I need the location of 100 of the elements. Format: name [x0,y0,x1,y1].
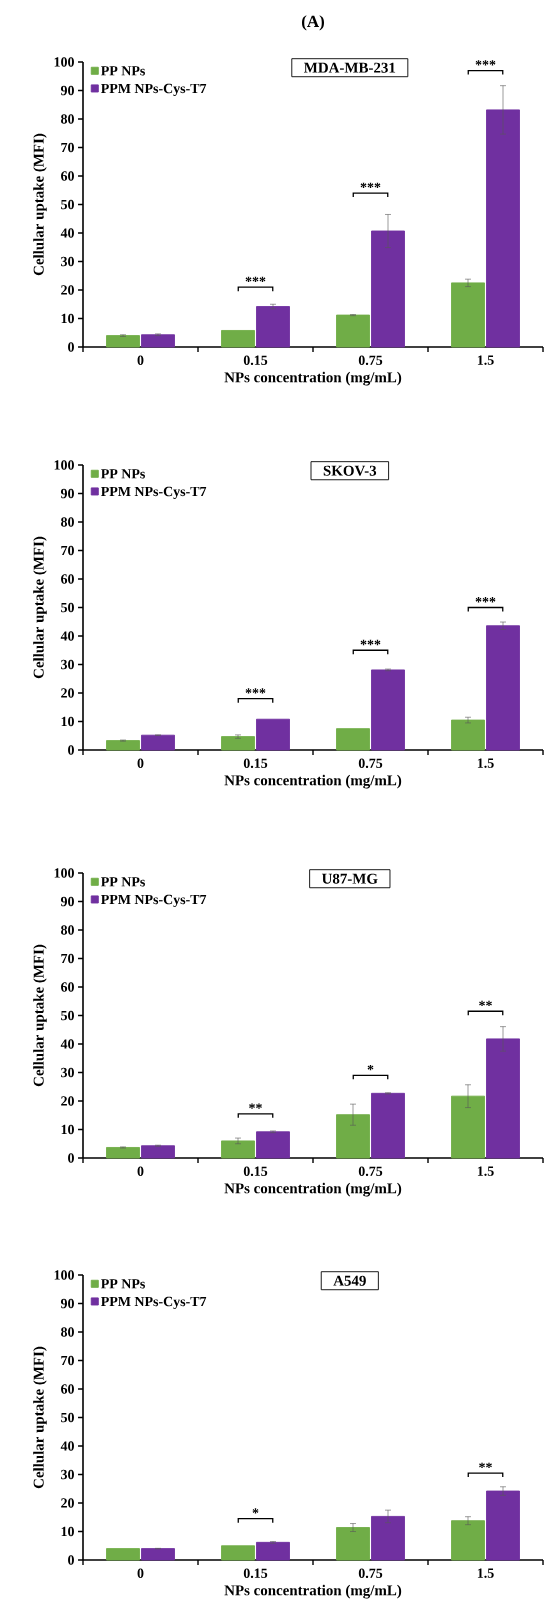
y-tick-label: 20 [61,688,74,698]
y-tick-label: 90 [60,85,74,96]
bar [141,1548,175,1561]
y-tick-label: 50 [61,199,74,210]
annotation: ** [479,1462,492,1468]
x-axis-title: NPs concentration (mg/mL) [224,371,402,386]
x-tick-label: 0.75 [358,1568,383,1578]
legend-label: PPM NPs-Cys-T7 [101,894,207,908]
y-axis-title: Cellular uptake (MFI) [33,944,47,1087]
bar [106,1548,140,1561]
y-tick-label: 50 [61,602,74,613]
annotation: * [252,1508,259,1514]
x-axis-title: NPs concentration (mg/mL) [224,774,402,789]
x-tick-label: 0.75 [358,758,383,768]
y-tick-label: 60 [61,171,74,181]
bar [221,736,255,751]
y-tick-label: 100 [54,460,74,470]
y-tick-label: 0 [68,342,74,352]
y-tick-label: 20 [61,1498,74,1508]
annotation: *** [475,597,496,603]
annotation: *** [360,182,381,188]
annotation: ** [249,1103,262,1109]
bar [221,1545,255,1561]
y-tick-label: 10 [61,313,74,324]
x-tick-label: 0 [137,1166,144,1176]
x-tick-label: 1.5 [477,1568,494,1578]
y-tick-label: 100 [54,1270,74,1280]
y-tick-label: 0 [68,1555,74,1565]
y-tick-label: 70 [61,953,74,964]
y-tick-label: 80 [61,114,74,124]
bar [336,728,370,751]
chart-subtitle: A549 [333,1275,366,1286]
legend-label: PP NPs [101,469,145,479]
bar [221,1140,255,1159]
y-tick-label: 40 [60,228,74,238]
y-tick-label: 30 [61,659,74,670]
bar [106,740,140,751]
bar [256,1131,290,1159]
y-tick-label: 20 [61,285,74,295]
bar [256,1541,290,1561]
y-tick-label: 50 [61,1010,74,1021]
bar [451,719,485,751]
annotation: *** [245,688,266,694]
annotation: *** [475,60,496,66]
y-tick-label: 90 [60,1298,74,1309]
chart-title: (A) [302,15,325,31]
y-tick-label: 40 [60,1039,74,1049]
legend-label: PP NPs [101,877,145,887]
x-tick-label: 1.5 [477,1166,494,1176]
bar [106,335,140,348]
bar [336,1527,370,1561]
chart-subtitle: SKOV-3 [323,465,377,476]
x-tick-label: 0 [137,1568,144,1578]
bar [106,1147,140,1159]
y-tick-label: 90 [60,488,74,499]
y-tick-label: 80 [61,925,74,935]
legend-label: PP NPs [101,1279,145,1289]
y-tick-label: 80 [61,1327,74,1337]
y-tick-label: 100 [54,57,74,67]
legend-label: PPM NPs-Cys-T7 [101,1296,207,1310]
y-tick-label: 90 [60,896,74,907]
y-axis-title: Cellular uptake (MFI) [33,1346,47,1489]
y-tick-label: 60 [61,982,74,992]
y-tick-label: 10 [61,1526,74,1537]
bar [141,1145,175,1159]
y-tick-label: 60 [61,574,74,584]
legend-label: PP NPs [101,66,145,76]
x-tick-label: 1.5 [477,758,494,768]
x-tick-label: 0.15 [243,758,268,768]
y-axis-title: Cellular uptake (MFI) [33,133,47,276]
legend-label: PPM NPs-Cys-T7 [101,486,207,500]
x-tick-label: 0.15 [243,1568,268,1578]
y-tick-label: 40 [60,631,74,641]
y-tick-label: 0 [68,1153,74,1163]
bar [486,1038,520,1159]
bar [141,734,175,751]
bar [371,1092,405,1159]
y-axis-title: Cellular uptake (MFI) [33,536,47,679]
y-tick-label: 10 [61,1124,74,1135]
chart-subtitle: MDA-MB-231 [303,62,396,73]
y-tick-label: 70 [61,142,74,153]
bar [451,1520,485,1561]
y-tick-label: 100 [54,868,74,878]
bar [451,282,485,348]
y-tick-label: 70 [61,545,74,556]
bar [256,718,290,751]
x-tick-label: 0.75 [358,355,383,365]
bar [486,1490,520,1561]
annotation: *** [360,639,381,646]
y-tick-label: 60 [61,1384,74,1394]
x-tick-label: 1.5 [477,355,494,365]
x-tick-label: 0 [137,758,144,768]
y-tick-label: 30 [61,256,74,267]
y-tick-label: 70 [61,1355,74,1366]
bar [486,625,520,751]
y-tick-label: 20 [61,1096,74,1106]
bar [221,330,255,348]
y-tick-label: 0 [68,745,74,755]
y-tick-label: 30 [61,1067,74,1078]
x-tick-label: 0.75 [358,1166,383,1176]
